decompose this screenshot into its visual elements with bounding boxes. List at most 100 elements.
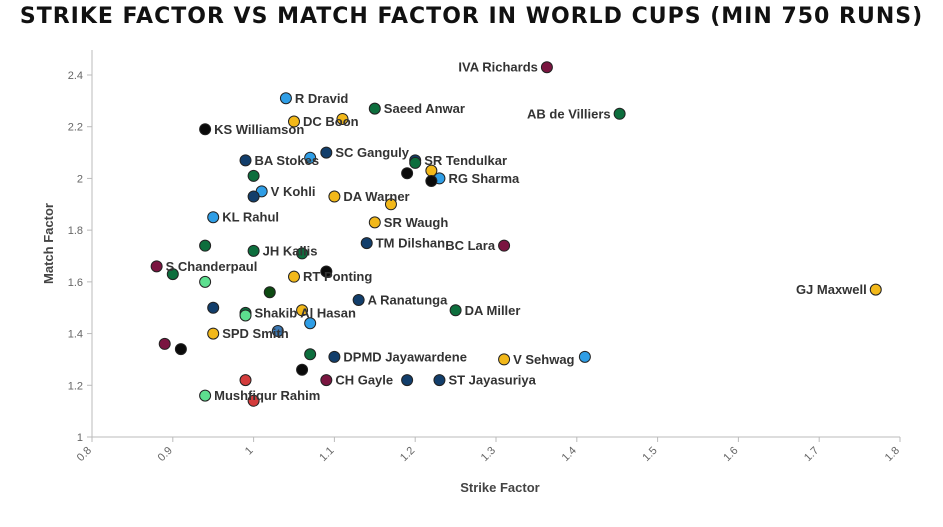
x-tick-label: 0.9 — [156, 445, 175, 464]
point-label: V Kohli — [271, 184, 316, 199]
data-point[interactable] — [368, 216, 381, 229]
y-tick-label: 1.4 — [68, 329, 83, 341]
point-label: KS Williamson — [214, 122, 304, 137]
data-points — [150, 61, 882, 407]
data-point[interactable] — [320, 265, 333, 278]
point-label: SR Tendulkar — [424, 153, 507, 168]
x-axis-title: Strike Factor — [460, 480, 539, 495]
point-label: KL Rahul — [222, 210, 279, 225]
data-point[interactable] — [207, 211, 220, 224]
data-point[interactable] — [540, 61, 553, 74]
point-label: Saeed Anwar — [384, 101, 465, 116]
data-point[interactable] — [166, 268, 179, 281]
x-tick-label: 1.6 — [721, 445, 740, 464]
x-tick-label: 1.3 — [479, 445, 498, 464]
point-label: S Chanderpaul — [166, 259, 258, 274]
point-label: DA Miller — [465, 303, 521, 318]
data-point[interactable] — [425, 175, 438, 188]
data-point[interactable] — [320, 146, 333, 159]
x-tick-label: 1.7 — [802, 445, 821, 464]
data-point[interactable] — [199, 275, 212, 288]
data-point[interactable] — [304, 348, 317, 361]
y-tick-label: 1 — [77, 432, 83, 444]
x-tick-label: 0.8 — [75, 445, 94, 464]
data-point[interactable] — [207, 327, 220, 340]
data-point[interactable] — [296, 247, 309, 260]
point-label: SR Waugh — [384, 215, 449, 230]
point-label: JH Kallis — [263, 243, 318, 258]
data-point[interactable] — [304, 317, 317, 330]
data-point[interactable] — [304, 151, 317, 164]
data-point[interactable] — [409, 156, 422, 169]
data-point[interactable] — [328, 190, 341, 203]
data-point[interactable] — [199, 123, 212, 136]
data-point[interactable] — [328, 350, 341, 363]
data-point[interactable] — [401, 167, 414, 180]
axes: 1 1.2 1.4 1.6 1.8 2 2.2 2.4 0.8 0.9 1 1.1 1.2 1.3 1.4 1… — [68, 50, 902, 464]
data-point[interactable] — [613, 107, 626, 120]
data-point[interactable] — [239, 374, 252, 387]
point-label: BC Lara — [445, 238, 496, 253]
point-label: V Sehwag — [513, 352, 574, 367]
data-point[interactable] — [199, 239, 212, 252]
y-tick-label: 2.4 — [68, 70, 83, 82]
data-point[interactable] — [174, 343, 187, 356]
data-point[interactable] — [239, 154, 252, 167]
data-point[interactable] — [360, 237, 373, 250]
point-label: CH Gayle — [335, 373, 393, 388]
y-tick-label: 1.6 — [68, 277, 83, 289]
x-tick-label: 1.4 — [560, 445, 579, 464]
data-point[interactable] — [384, 198, 397, 211]
data-point[interactable] — [296, 363, 309, 376]
data-point[interactable] — [498, 239, 511, 252]
data-point[interactable] — [320, 374, 333, 387]
point-label: SC Ganguly — [335, 145, 409, 160]
data-point[interactable] — [288, 115, 300, 128]
y-tick-label: 2.2 — [68, 122, 83, 134]
data-point[interactable] — [247, 169, 260, 182]
point-label: R Dravid — [295, 91, 349, 106]
data-point[interactable] — [449, 304, 462, 317]
data-point[interactable] — [239, 309, 252, 322]
data-point[interactable] — [247, 394, 260, 407]
point-label: Mushfiqur Rahim — [214, 388, 320, 403]
data-point[interactable] — [263, 286, 276, 299]
point-label: IVA Richards — [458, 60, 537, 75]
data-point[interactable] — [199, 389, 212, 402]
data-point[interactable] — [296, 304, 309, 317]
data-point[interactable] — [271, 324, 284, 337]
point-label: RT Ponting — [303, 269, 372, 284]
data-point[interactable] — [288, 270, 300, 283]
x-tick-label: 1 — [243, 445, 256, 458]
point-label: Shakib Al Hasan — [255, 305, 356, 320]
chart-title: STRIKE FACTOR VS MATCH FACTOR IN WORLD C… — [19, 4, 924, 29]
data-point[interactable] — [158, 337, 171, 350]
point-label: RG Sharma — [448, 171, 520, 186]
data-point[interactable] — [578, 350, 591, 363]
point-label: SPD Smith — [222, 326, 289, 341]
data-point[interactable] — [247, 244, 260, 257]
x-tick-label: 1.8 — [883, 445, 902, 464]
point-label: AB de Villiers — [527, 106, 611, 121]
data-point[interactable] — [336, 112, 349, 125]
y-tick-label: 2 — [77, 173, 83, 185]
data-point[interactable] — [401, 374, 414, 387]
y-tick-label: 1.2 — [68, 380, 83, 392]
point-labels: IVA Richards R Dravid Saeed Anwar AB de Vil… — [166, 60, 867, 403]
data-point[interactable] — [279, 92, 292, 105]
point-label: A Ranatunga — [368, 292, 448, 307]
data-point[interactable] — [150, 260, 163, 273]
data-point[interactable] — [433, 374, 446, 387]
point-label: TM Dilshan — [376, 236, 445, 251]
x-tick-label: 1.2 — [398, 445, 417, 464]
x-tick-label: 1.1 — [317, 445, 336, 464]
data-point[interactable] — [207, 301, 220, 314]
point-label: BA Stokes — [255, 153, 320, 168]
data-point[interactable] — [368, 102, 381, 115]
data-point[interactable] — [869, 283, 882, 296]
point-label: DPMD Jayawardene — [343, 349, 467, 364]
data-point[interactable] — [498, 353, 511, 366]
data-point[interactable] — [247, 190, 260, 203]
data-point[interactable] — [352, 293, 365, 306]
